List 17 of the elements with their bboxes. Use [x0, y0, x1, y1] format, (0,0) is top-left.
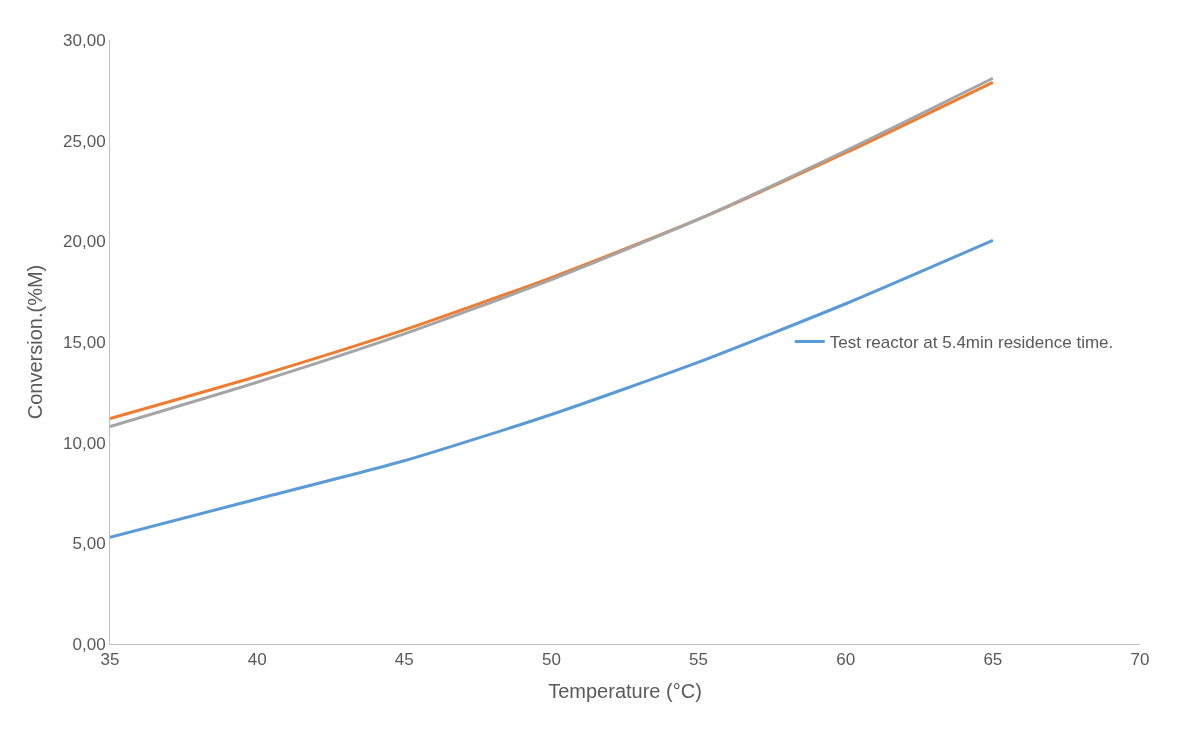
x-tick-label: 55 — [689, 650, 709, 670]
y-tick-label: 25,00 — [63, 131, 106, 151]
y-tick-label: 30,00 — [63, 30, 106, 50]
y-tick-label: 15,00 — [63, 332, 106, 352]
x-tick-label: 45 — [394, 650, 414, 670]
legend-label: Test reactor at 5.4min residence time. — [829, 333, 1114, 353]
x-axis-title: Temperature (°C) — [548, 679, 702, 702]
line-series — [110, 238, 995, 539]
y-tick-label: 20,00 — [63, 232, 106, 252]
x-tick-label: 65 — [983, 650, 1003, 670]
x-tick-label: 50 — [541, 650, 561, 670]
x-tick-label: 40 — [247, 650, 267, 670]
y-tick-label: 5,00 — [72, 534, 106, 554]
y-axis-title: Conversion.(%M) — [23, 264, 46, 420]
y-tick-label: 10,00 — [63, 433, 106, 453]
x-tick-label: 70 — [1130, 650, 1150, 670]
x-tick-label: 60 — [836, 650, 856, 670]
